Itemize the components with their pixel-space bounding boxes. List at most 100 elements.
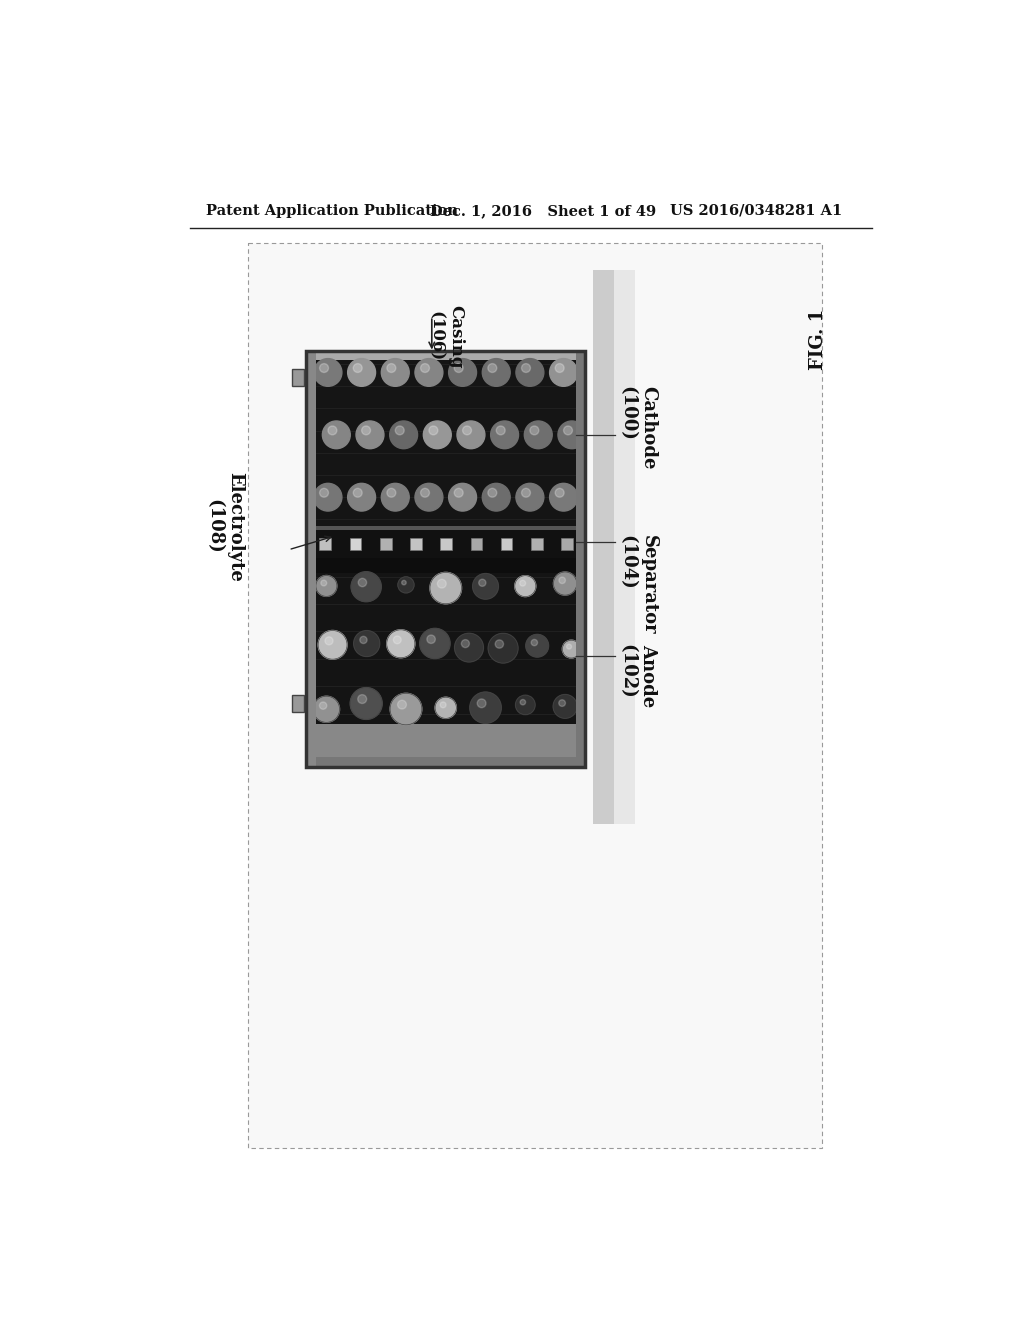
Circle shape	[482, 359, 510, 387]
Circle shape	[359, 636, 367, 644]
Circle shape	[350, 688, 382, 719]
Circle shape	[314, 483, 342, 511]
Circle shape	[559, 577, 565, 583]
Bar	[315, 527, 575, 558]
Bar	[380, 539, 391, 550]
Circle shape	[563, 426, 572, 434]
Circle shape	[473, 574, 499, 599]
Circle shape	[353, 488, 362, 498]
Bar	[531, 539, 543, 550]
Circle shape	[429, 426, 438, 434]
Text: Casing
(106): Casing (106)	[427, 305, 464, 368]
Text: Dec. 1, 2016   Sheet 1 of 49: Dec. 1, 2016 Sheet 1 of 49	[430, 203, 656, 218]
Circle shape	[423, 421, 452, 449]
Circle shape	[353, 363, 362, 372]
Circle shape	[319, 363, 329, 372]
Circle shape	[401, 581, 407, 585]
Bar	[471, 539, 482, 550]
Bar	[248, 243, 821, 1148]
Bar	[501, 539, 512, 550]
Bar	[349, 539, 361, 550]
Circle shape	[353, 631, 380, 656]
Text: US 2016/0348281 A1: US 2016/0348281 A1	[671, 203, 843, 218]
Circle shape	[440, 702, 446, 708]
Circle shape	[477, 698, 486, 708]
Bar	[593, 271, 614, 825]
Circle shape	[313, 696, 340, 722]
Circle shape	[462, 640, 469, 648]
Circle shape	[421, 488, 429, 498]
Circle shape	[348, 359, 376, 387]
Bar	[410, 539, 422, 550]
Text: Patent Application Publication: Patent Application Publication	[206, 203, 458, 218]
Circle shape	[457, 421, 485, 449]
Circle shape	[415, 359, 442, 387]
Text: Cathode
(100): Cathode (100)	[618, 385, 657, 469]
Text: FIG. 1: FIG. 1	[809, 309, 826, 370]
Circle shape	[520, 581, 525, 586]
Circle shape	[553, 694, 578, 718]
Circle shape	[478, 579, 486, 586]
Bar	[292, 696, 304, 711]
Circle shape	[449, 483, 476, 511]
Circle shape	[562, 640, 581, 657]
Circle shape	[482, 483, 510, 511]
Circle shape	[470, 692, 502, 723]
Circle shape	[356, 421, 384, 449]
Bar	[575, 351, 586, 767]
Circle shape	[318, 631, 347, 659]
Circle shape	[390, 693, 422, 725]
Circle shape	[521, 488, 530, 498]
Circle shape	[319, 702, 327, 709]
Bar	[306, 351, 586, 767]
Circle shape	[521, 363, 530, 372]
Circle shape	[558, 421, 586, 449]
Circle shape	[316, 576, 337, 597]
Circle shape	[435, 697, 457, 718]
Circle shape	[387, 488, 396, 498]
Circle shape	[455, 488, 463, 498]
Circle shape	[381, 483, 410, 511]
Bar	[315, 558, 575, 573]
Circle shape	[455, 363, 463, 372]
Bar	[315, 360, 575, 527]
Circle shape	[393, 636, 401, 644]
Circle shape	[525, 635, 549, 657]
Circle shape	[351, 572, 381, 602]
Circle shape	[390, 421, 418, 449]
Bar	[315, 573, 575, 725]
Circle shape	[515, 576, 536, 597]
Circle shape	[520, 700, 525, 705]
Bar	[614, 271, 635, 825]
Circle shape	[415, 483, 442, 511]
Circle shape	[430, 573, 462, 603]
Circle shape	[321, 579, 327, 586]
Circle shape	[381, 359, 410, 387]
Bar	[292, 370, 304, 387]
Circle shape	[420, 628, 451, 659]
Bar	[440, 539, 452, 550]
Circle shape	[487, 488, 497, 498]
Circle shape	[421, 363, 429, 372]
Circle shape	[497, 426, 505, 434]
Circle shape	[516, 359, 544, 387]
Circle shape	[314, 359, 342, 387]
Circle shape	[387, 630, 415, 657]
Circle shape	[358, 578, 367, 586]
Circle shape	[490, 421, 518, 449]
Circle shape	[357, 694, 367, 704]
Text: Anode
(102): Anode (102)	[618, 644, 657, 708]
Bar	[315, 527, 575, 529]
Circle shape	[555, 488, 564, 498]
Bar	[306, 351, 315, 767]
Circle shape	[328, 426, 337, 434]
Circle shape	[387, 363, 396, 372]
Circle shape	[555, 363, 564, 372]
Circle shape	[455, 634, 483, 661]
Circle shape	[437, 579, 446, 589]
Circle shape	[398, 577, 414, 593]
Circle shape	[566, 644, 571, 649]
Circle shape	[524, 421, 552, 449]
Circle shape	[553, 572, 577, 595]
Bar	[306, 758, 586, 767]
